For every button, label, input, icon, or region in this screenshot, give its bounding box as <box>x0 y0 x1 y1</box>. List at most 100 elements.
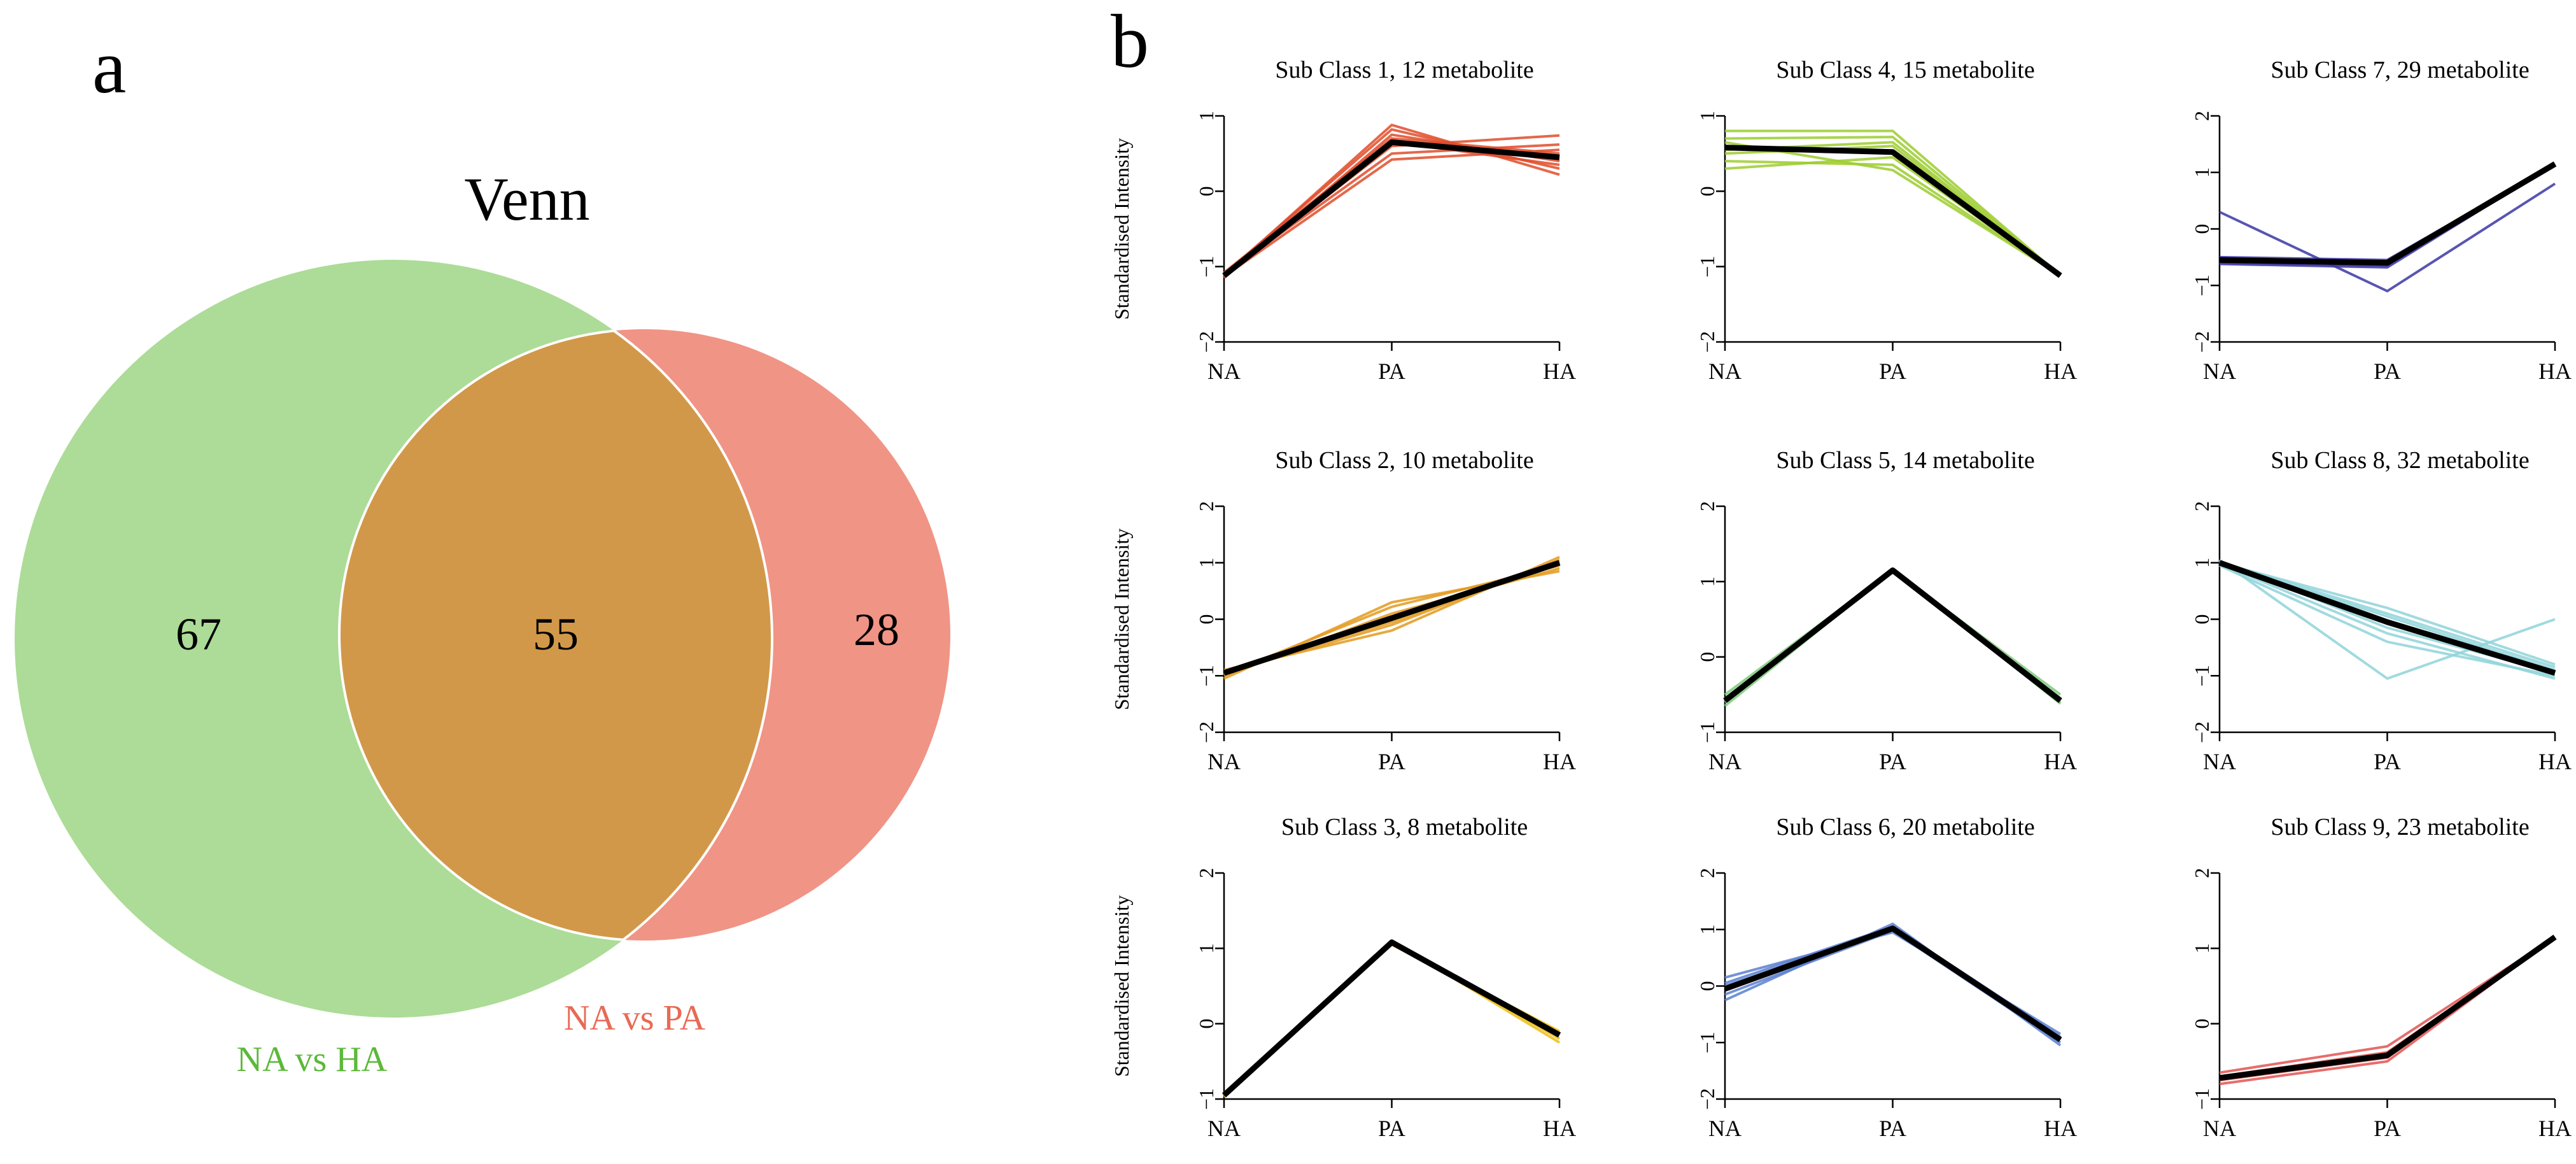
x-tick-label: HA <box>1543 1116 1576 1141</box>
y-tick-label: 1 <box>1696 576 1719 586</box>
series-line <box>1223 143 1560 276</box>
subclass-charts: Sub Class 1, 12 metabolite −2 −1 0 1 NA PA HA St… <box>1110 57 2572 1141</box>
series-line <box>1724 569 2062 704</box>
x-tick-label: PA <box>1378 358 1405 384</box>
subclass-2-chart: Sub Class 2, 10 metabolite −2 −1 0 1 2 NA PA HA S… <box>1110 447 1576 774</box>
y-tick-label: 0 <box>1195 614 1218 625</box>
subclass-3-chart: Sub Class 3, 8 metabolite −1 0 1 2 NA PA HA Stan… <box>1110 814 1576 1141</box>
y-tick-label: −2 <box>1696 1088 1719 1110</box>
y-tick-label: −1 <box>2190 274 2213 296</box>
y-tick-label: 1 <box>1195 943 1218 953</box>
series-line <box>2219 162 2556 262</box>
x-tick-label: PA <box>1879 749 1906 774</box>
venn-overlap-region <box>338 329 773 941</box>
y-tick-label: 1 <box>2190 167 2213 178</box>
mean-line <box>1724 145 2062 278</box>
y-tick-label: 0 <box>1696 652 1719 662</box>
series-line <box>1724 922 2062 1047</box>
mean-line <box>1723 567 2062 703</box>
series-line <box>1724 569 2062 707</box>
x-tick-label: HA <box>1543 749 1576 774</box>
x-tick-label: HA <box>2538 358 2572 384</box>
x-tick-label: PA <box>1378 749 1405 774</box>
x-tick-label: NA <box>1708 1116 1742 1141</box>
subclass-8-title: Sub Class 8, 32 metabolite <box>2270 447 2529 474</box>
y-tick-label: 2 <box>1195 501 1218 511</box>
x-tick-label: PA <box>2374 358 2401 384</box>
series-line <box>2219 935 2556 1086</box>
series-line <box>2219 162 2556 266</box>
venn-label-na-vs-ha: NA vs HA <box>237 1040 388 1079</box>
series-line <box>1724 136 2062 277</box>
series-line <box>1223 943 1560 1095</box>
series-line <box>1223 128 1560 276</box>
mean-line <box>1223 560 1561 676</box>
subclass-1-title: Sub Class 1, 12 metabolite <box>1275 57 1533 83</box>
series-line <box>2219 562 2556 680</box>
x-tick-label: NA <box>1207 749 1241 774</box>
y-tick-label: 2 <box>2190 868 2213 878</box>
y-tick-label: 0 <box>2190 1019 2213 1029</box>
series-line <box>1724 569 2062 696</box>
y-tick-label: −2 <box>1195 721 1218 743</box>
x-tick-label: NA <box>1708 358 1742 384</box>
y-axis-label: Standardised Intensity <box>1110 529 1133 710</box>
subclass-1-chart: Sub Class 1, 12 metabolite −2 −1 0 1 NA PA HA St… <box>1110 57 1576 384</box>
series-line <box>1724 928 2062 1041</box>
y-tick-label: −2 <box>1696 331 1719 353</box>
mean-line <box>2219 934 2557 1081</box>
subclass-6-chart: Sub Class 6, 20 metabolite −2 −1 0 1 2 NA PA HA <box>1696 814 2077 1141</box>
y-tick-label: −1 <box>2190 1088 2213 1110</box>
subclass-3-title: Sub Class 3, 8 metabolite <box>1281 814 1528 841</box>
series-line <box>2219 935 2556 1082</box>
series-line <box>1223 148 1560 278</box>
series-line <box>2219 162 2556 263</box>
x-tick-label: PA <box>2374 1116 2401 1141</box>
series-line <box>1725 129 2062 277</box>
y-tick-label: −2 <box>1195 331 1218 353</box>
series-line <box>1724 156 2062 277</box>
x-tick-label: NA <box>1708 749 1742 774</box>
x-tick-label: NA <box>2203 358 2236 384</box>
subclass-4-chart: Sub Class 4, 15 metabolite −2 −1 0 1 NA PA HA <box>1696 57 2077 384</box>
subclass-7-title: Sub Class 7, 29 metabolite <box>2270 57 2529 83</box>
subclass-2-title: Sub Class 2, 10 metabolite <box>1275 447 1533 474</box>
y-axis-label: Standardised Intensity <box>1110 895 1133 1077</box>
y-tick-label: 0 <box>1195 186 1218 196</box>
x-tick-label: HA <box>2538 749 2572 774</box>
series-line <box>1223 140 1560 276</box>
y-tick-label: −1 <box>1195 1088 1218 1110</box>
y-tick-label: −2 <box>2190 331 2213 353</box>
x-tick-label: HA <box>2538 1116 2572 1141</box>
series-line <box>2219 182 2556 293</box>
x-tick-label: PA <box>1879 358 1906 384</box>
venn-count-overlap: 55 <box>533 609 579 660</box>
x-tick-label: NA <box>1207 358 1241 384</box>
y-tick-label: 0 <box>1195 1019 1218 1029</box>
x-tick-label: HA <box>1543 358 1576 384</box>
y-tick-label: 2 <box>2190 111 2213 121</box>
series-line <box>1724 160 2062 277</box>
mean-line <box>2218 560 2556 676</box>
series-line <box>2218 558 2556 680</box>
x-tick-label: HA <box>2044 1116 2077 1141</box>
series-line <box>1724 569 2062 700</box>
y-tick-label: −1 <box>1195 665 1218 686</box>
y-tick-label: −1 <box>1696 721 1719 743</box>
venn-title: Venn <box>464 165 589 233</box>
y-axis-label: Standardised Intensity <box>1110 138 1133 320</box>
venn-label-na-vs-pa: NA vs PA <box>564 998 706 1038</box>
y-tick-label: 1 <box>2190 943 2213 953</box>
panel-a: a Venn 67 55 28 NA vs HA NA vs PA <box>15 24 950 1079</box>
y-tick-label: 1 <box>1696 111 1719 121</box>
x-tick-label: NA <box>2203 1116 2236 1141</box>
x-tick-label: NA <box>2203 749 2236 774</box>
mean-line <box>2219 161 2557 266</box>
subclass-5-chart: Sub Class 5, 14 metabolite −1 0 1 2 NA PA HA <box>1696 447 2077 774</box>
y-tick-label: 1 <box>2190 558 2213 568</box>
y-tick-label: 2 <box>1195 868 1218 878</box>
subclass-6-title: Sub Class 6, 20 metabolite <box>1776 814 2034 841</box>
y-tick-label: 0 <box>1696 981 1719 991</box>
y-tick-label: 2 <box>1696 868 1719 878</box>
